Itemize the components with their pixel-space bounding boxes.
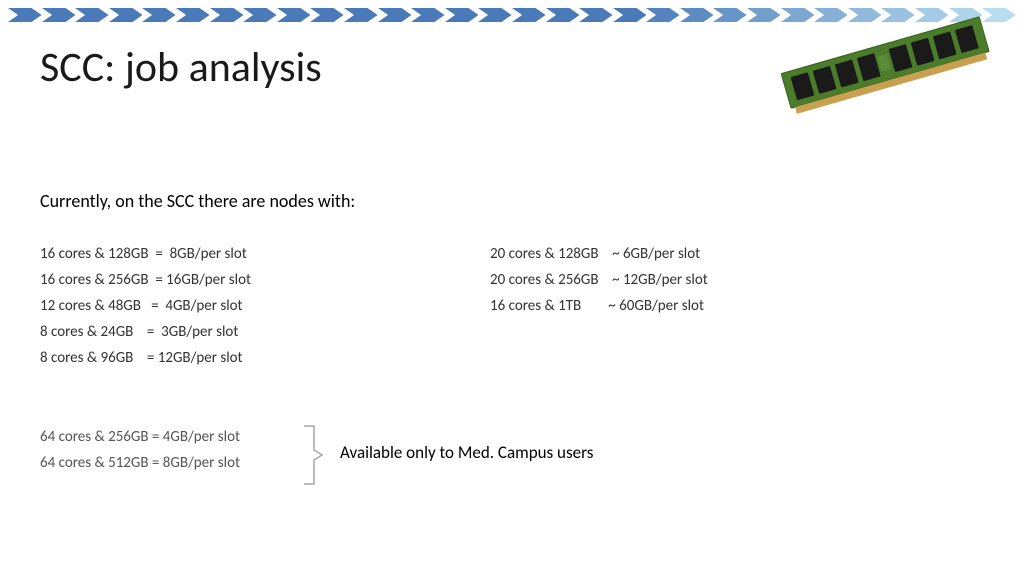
top-decor-bar	[8, 8, 1016, 22]
slide-title: SCC: job analysis	[40, 42, 322, 93]
chevron-segment	[310, 8, 344, 22]
node-list-right: 20 cores & 128GB ~ 6GB/per slot 20 cores …	[490, 245, 708, 315]
chevron-segment	[579, 8, 613, 22]
chevron-segment	[814, 8, 848, 22]
chevron-segment	[176, 8, 210, 22]
chevron-segment	[445, 8, 479, 22]
chevron-segment	[881, 8, 915, 22]
chevron-segment	[713, 8, 747, 22]
chevron-segment	[982, 8, 1016, 22]
chevron-segment	[210, 8, 244, 22]
node-spec-row: 16 cores & 1TB ~ 60GB/per slot	[490, 297, 708, 315]
node-list-bottom: 64 cores & 256GB = 4GB/per slot 64 cores …	[40, 428, 240, 472]
node-spec-row: 64 cores & 512GB = 8GB/per slot	[40, 454, 240, 472]
chevron-segment	[680, 8, 714, 22]
chevron-segment	[142, 8, 176, 22]
chevron-segment	[378, 8, 412, 22]
node-spec-row: 20 cores & 256GB ~ 12GB/per slot	[490, 271, 708, 289]
node-spec-row: 8 cores & 24GB = 3GB/per slot	[40, 323, 251, 341]
chevron-segment	[781, 8, 815, 22]
chevron-segment	[109, 8, 143, 22]
node-list-left: 16 cores & 128GB = 8GB/per slot 16 cores …	[40, 245, 251, 367]
slide-subtitle: Currently, on the SCC there are nodes wi…	[40, 190, 355, 212]
node-spec-row: 16 cores & 128GB = 8GB/per slot	[40, 245, 251, 263]
chevron-segment	[277, 8, 311, 22]
chevron-segment	[344, 8, 378, 22]
chevron-segment	[243, 8, 277, 22]
node-spec-row: 8 cores & 96GB = 12GB/per slot	[40, 349, 251, 367]
ram-illustration	[777, 9, 1001, 144]
availability-note: Available only to Med. Campus users	[340, 442, 593, 463]
node-spec-row: 16 cores & 256GB = 16GB/per slot	[40, 271, 251, 289]
chevron-segment	[848, 8, 882, 22]
node-spec-row: 20 cores & 128GB ~ 6GB/per slot	[490, 245, 708, 263]
chevron-segment	[478, 8, 512, 22]
chevron-segment	[546, 8, 580, 22]
node-spec-row: 12 cores & 48GB = 4GB/per slot	[40, 297, 251, 315]
chevron-segment	[75, 8, 109, 22]
bracket-icon	[300, 424, 328, 486]
chevron-segment	[512, 8, 546, 22]
chevron-segment	[8, 8, 42, 22]
chevron-segment	[613, 8, 647, 22]
chevron-segment	[411, 8, 445, 22]
chevron-segment	[747, 8, 781, 22]
chevron-segment	[42, 8, 76, 22]
node-spec-row: 64 cores & 256GB = 4GB/per slot	[40, 428, 240, 446]
chevron-segment	[646, 8, 680, 22]
